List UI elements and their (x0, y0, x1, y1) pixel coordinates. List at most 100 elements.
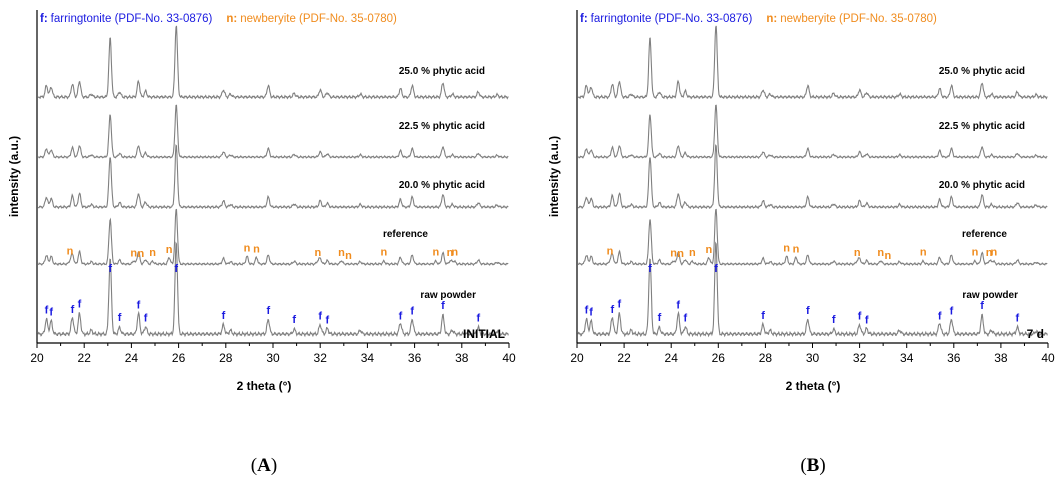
legend: f: farringtonite (PDF-No. 33-0876) n: newbe… (580, 13, 937, 25)
f-marker: f (806, 305, 810, 317)
x-tick-label: 40 (1041, 351, 1055, 365)
n-marker: n (149, 247, 156, 259)
y-axis-label: intensity (a.u.) (7, 136, 21, 217)
x-axis-label: 2 theta (°) (786, 379, 841, 393)
x-tick-label: 22 (617, 351, 631, 365)
f-marker: f (610, 304, 614, 316)
panel-label: (A) (251, 455, 277, 476)
x-tick-label: 32 (853, 351, 867, 365)
f-marker: f (618, 299, 622, 311)
n-marker: n (972, 247, 979, 259)
x-tick-label: 28 (759, 351, 773, 365)
f-marker: f (318, 311, 322, 323)
x-tick-label: 30 (806, 351, 820, 365)
f-marker: f (410, 305, 414, 317)
f-marker: f (222, 310, 226, 322)
f-marker: f (950, 305, 954, 317)
n-marker: n (253, 244, 260, 256)
n-marker: n (381, 246, 388, 258)
f-marker: f (1016, 312, 1020, 324)
n-marker: n (345, 250, 352, 262)
series-label: 20.0 % phytic acid (939, 180, 1025, 191)
f-marker: f (858, 311, 862, 323)
legend-f-key: f: (40, 13, 48, 25)
xrd-panel-a: 20 22 24 26 28 30 32 34 36 38 40 2 theta (°) intensi… (7, 10, 516, 476)
x-axis-label: 2 theta (°) (237, 379, 292, 393)
x-tick-label: 24 (665, 351, 679, 365)
x-tick-label: 36 (408, 351, 422, 365)
f-marker: f (49, 306, 53, 318)
n-marker: n (451, 247, 458, 259)
legend-n-key: n: (226, 13, 237, 25)
n-marker: n (854, 247, 861, 259)
n-marker: n (607, 246, 614, 258)
n-marker: n (884, 250, 891, 262)
x-tick-label: 36 (947, 351, 961, 365)
x-tick-label: 40 (502, 351, 516, 365)
n-marker: n (338, 247, 345, 259)
pattern-line (578, 145, 1047, 208)
f-marker: f (476, 312, 480, 324)
series-label: reference (962, 229, 1007, 240)
n-marker: n (166, 244, 173, 256)
corner-label: 7 d (1027, 327, 1044, 341)
series-label: 22.5 % phytic acid (939, 121, 1025, 132)
x-tick-label: 24 (125, 351, 139, 365)
legend-farringtonite: farringtonite (PDF-No. 33-0876) (51, 13, 213, 25)
y-axis-label: intensity (a.u.) (547, 136, 561, 217)
n-marker: n (793, 244, 800, 256)
f-marker: f (45, 305, 49, 317)
x-tick-label: 20 (570, 351, 584, 365)
f-marker: f (325, 314, 329, 326)
legend-newberyite: newberyite (PDF-No. 35-0780) (240, 13, 397, 25)
f-marker: f (144, 313, 148, 325)
x-tick-label: 32 (314, 351, 328, 365)
n-marker: n (783, 242, 790, 254)
n-marker: n (877, 247, 884, 259)
f-marker: f (108, 263, 112, 275)
corner-label: INITIAL (463, 327, 505, 341)
f-marker: f (980, 300, 984, 312)
f-marker: f (441, 300, 445, 312)
x-tick-label: 22 (78, 351, 92, 365)
f-marker: f (648, 263, 652, 275)
series-label: 25.0 % phytic acid (399, 66, 485, 77)
x-tick-label: 38 (994, 351, 1008, 365)
n-marker: n (670, 248, 677, 260)
series-label: 20.0 % phytic acid (399, 180, 485, 191)
f-marker: f (585, 305, 589, 317)
series-label: raw powder (962, 290, 1018, 301)
x-tick-label: 38 (455, 351, 469, 365)
f-marker: f (78, 299, 82, 311)
f-marker: f (118, 312, 122, 324)
xrd-panel-b: 20 22 24 26 28 30 32 34 36 38 40 2 theta (°) intensi… (547, 10, 1055, 476)
n-marker: n (706, 244, 713, 256)
f-marker: f (589, 306, 593, 318)
x-tick-label: 34 (361, 351, 375, 365)
n-marker: n (677, 248, 684, 260)
legend-newberyite: newberyite (PDF-No. 35-0780) (780, 13, 937, 25)
x-tick-label: 26 (712, 351, 726, 365)
n-marker: n (137, 248, 144, 260)
n-marker: n (244, 242, 251, 254)
x-tick-label: 26 (172, 351, 186, 365)
n-marker: n (130, 248, 137, 260)
f-marker: f (865, 314, 869, 326)
pattern-line (38, 26, 508, 99)
series-label: raw powder (420, 290, 476, 301)
n-marker: n (689, 247, 696, 259)
n-marker: n (314, 247, 321, 259)
series-label: 25.0 % phytic acid (939, 66, 1025, 77)
x-tick-label: 20 (30, 351, 44, 365)
f-marker: f (714, 263, 718, 275)
f-marker: f (399, 310, 403, 322)
f-marker: f (266, 305, 270, 317)
legend-f-key: f: (580, 13, 588, 25)
f-marker: f (658, 312, 662, 324)
f-marker: f (137, 299, 141, 311)
f-marker: f (761, 310, 765, 322)
pattern-line (578, 26, 1047, 99)
n-marker: n (432, 247, 439, 259)
f-marker: f (174, 263, 178, 275)
